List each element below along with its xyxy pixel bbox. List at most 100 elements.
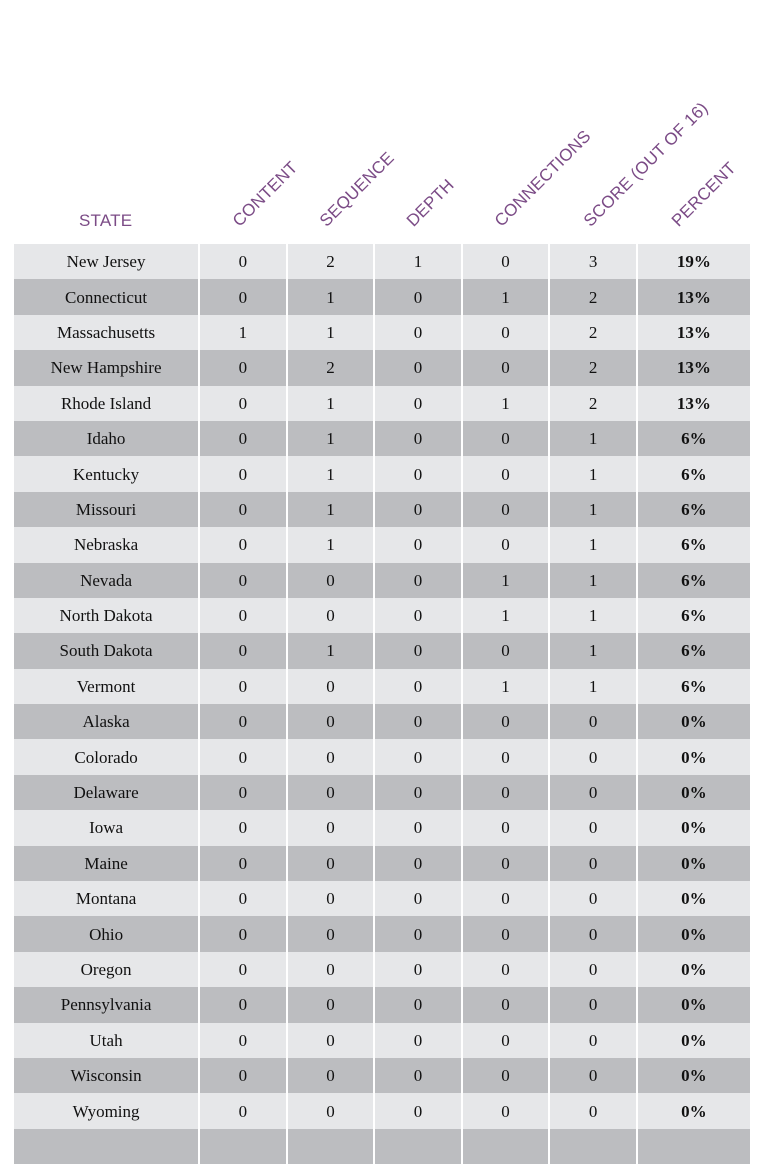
header-sequence: SEQUENCE	[315, 148, 398, 231]
table-body: New Jersey 0 2 1 0 3 19% Connecticut 0 1 0 1 2 13% Mas…	[14, 244, 750, 1165]
cell-content: 0	[198, 491, 287, 528]
cell-sequence: 2	[285, 350, 375, 386]
cell-score: 0	[548, 951, 637, 988]
cell-content: 0	[198, 1022, 287, 1058]
cell-connections: 1	[460, 279, 550, 315]
cell-state: Kentucky	[14, 456, 200, 492]
cell-state: Nevada	[14, 562, 200, 598]
cell-state: Oregon	[14, 951, 200, 988]
cell-sequence: 2	[285, 244, 375, 280]
table-row: Utah 0 0 0 0 0 0%	[14, 1022, 750, 1058]
cell-sequence: 1	[285, 527, 375, 563]
cell-percent: 13%	[635, 279, 750, 315]
cell-depth: 0	[373, 739, 462, 775]
cell-connections: 0	[460, 420, 550, 457]
header-percent: PERCENT	[667, 158, 740, 231]
cell-state	[14, 1128, 200, 1165]
cell-sequence: 1	[285, 456, 375, 492]
cell-score: 0	[548, 810, 637, 846]
cell-state: Connecticut	[14, 279, 200, 315]
table-row: Iowa 0 0 0 0 0 0%	[14, 810, 750, 846]
cell-state: Idaho	[14, 420, 200, 457]
cell-content: 0	[198, 633, 287, 669]
cell-state: Pennsylvania	[14, 987, 200, 1023]
table-row: Colorado 0 0 0 0 0 0%	[14, 739, 750, 775]
cell-percent: 0%	[635, 739, 750, 775]
cell-sequence: 0	[285, 987, 375, 1023]
cell-score: 0	[548, 704, 637, 740]
cell-content: 0	[198, 562, 287, 598]
table-row: Nebraska 0 1 0 0 1 6%	[14, 527, 750, 563]
cell-content: 0	[198, 881, 287, 917]
cell-connections: 0	[460, 739, 550, 775]
cell-state: Delaware	[14, 774, 200, 811]
cell-connections: 0	[460, 1093, 550, 1129]
cell-connections: 0	[460, 350, 550, 386]
table-row	[14, 1128, 750, 1165]
cell-connections: 0	[460, 916, 550, 952]
cell-content: 0	[198, 845, 287, 882]
cell-state: Colorado	[14, 739, 200, 775]
cell-depth	[373, 1128, 462, 1165]
cell-content: 0	[198, 810, 287, 846]
cell-score: 2	[548, 279, 637, 315]
cell-connections: 0	[460, 704, 550, 740]
cell-connections: 1	[460, 668, 550, 705]
cell-state: Montana	[14, 881, 200, 917]
table-row: Kentucky 0 1 0 0 1 6%	[14, 456, 750, 492]
table-row: Delaware 0 0 0 0 0 0%	[14, 774, 750, 811]
table-header: STATE CONTENT SEQUENCE DEPTH CONNECTIONS…	[14, 0, 750, 244]
cell-connections: 0	[460, 244, 550, 280]
cell-percent: 6%	[635, 633, 750, 669]
cell-percent: 6%	[635, 668, 750, 705]
cell-content: 0	[198, 597, 287, 634]
cell-percent: 13%	[635, 350, 750, 386]
cell-score: 0	[548, 739, 637, 775]
cell-depth: 0	[373, 279, 462, 315]
table-row: Montana 0 0 0 0 0 0%	[14, 881, 750, 917]
cell-percent: 0%	[635, 810, 750, 846]
cell-percent: 0%	[635, 916, 750, 952]
table-row: Massachusetts 1 1 0 0 2 13%	[14, 314, 750, 351]
cell-score: 0	[548, 987, 637, 1023]
table-row: Ohio 0 0 0 0 0 0%	[14, 916, 750, 952]
header-content: CONTENT	[228, 157, 302, 231]
cell-depth: 0	[373, 810, 462, 846]
cell-depth: 0	[373, 385, 462, 421]
cell-state: New Hampshire	[14, 350, 200, 386]
cell-depth: 0	[373, 456, 462, 492]
cell-percent: 6%	[635, 597, 750, 634]
cell-connections: 0	[460, 881, 550, 917]
cell-percent: 6%	[635, 420, 750, 457]
cell-sequence: 0	[285, 704, 375, 740]
cell-percent: 0%	[635, 704, 750, 740]
table-row: New Hampshire 0 2 0 0 2 13%	[14, 350, 750, 386]
cell-state: Massachusetts	[14, 314, 200, 351]
cell-percent: 0%	[635, 881, 750, 917]
cell-depth: 0	[373, 774, 462, 811]
table-row: Nevada 0 0 0 1 1 6%	[14, 562, 750, 598]
cell-connections: 1	[460, 385, 550, 421]
cell-sequence: 1	[285, 633, 375, 669]
cell-content: 0	[198, 385, 287, 421]
cell-content: 0	[198, 1057, 287, 1094]
cell-score: 0	[548, 774, 637, 811]
table-row: Alaska 0 0 0 0 0 0%	[14, 704, 750, 740]
cell-state: Maine	[14, 845, 200, 882]
table-row: Wisconsin 0 0 0 0 0 0%	[14, 1057, 750, 1094]
cell-state: Wisconsin	[14, 1057, 200, 1094]
cell-state: New Jersey	[14, 244, 200, 280]
cell-connections: 1	[460, 562, 550, 598]
cell-score: 1	[548, 597, 637, 634]
cell-content: 0	[198, 279, 287, 315]
cell-sequence: 1	[285, 420, 375, 457]
cell-score: 1	[548, 491, 637, 528]
cell-content: 0	[198, 916, 287, 952]
cell-connections: 0	[460, 987, 550, 1023]
cell-score: 3	[548, 244, 637, 280]
cell-percent: 6%	[635, 527, 750, 563]
cell-content: 0	[198, 668, 287, 705]
cell-score: 0	[548, 845, 637, 882]
cell-score: 1	[548, 562, 637, 598]
cell-sequence: 0	[285, 916, 375, 952]
